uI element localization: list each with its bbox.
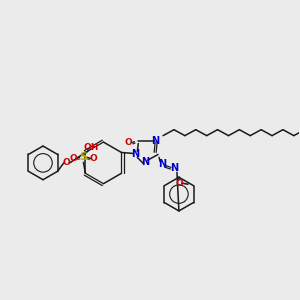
Text: N: N — [170, 163, 178, 173]
Text: O: O — [70, 154, 77, 163]
Text: N: N — [131, 149, 140, 160]
Text: N: N — [151, 136, 159, 146]
Text: O: O — [63, 158, 71, 167]
Text: O: O — [89, 154, 97, 163]
Text: N: N — [141, 158, 149, 167]
Text: OH: OH — [84, 143, 99, 152]
Text: O: O — [175, 179, 183, 188]
Text: O: O — [124, 138, 132, 147]
Text: N: N — [158, 159, 166, 170]
Text: S: S — [80, 152, 87, 162]
